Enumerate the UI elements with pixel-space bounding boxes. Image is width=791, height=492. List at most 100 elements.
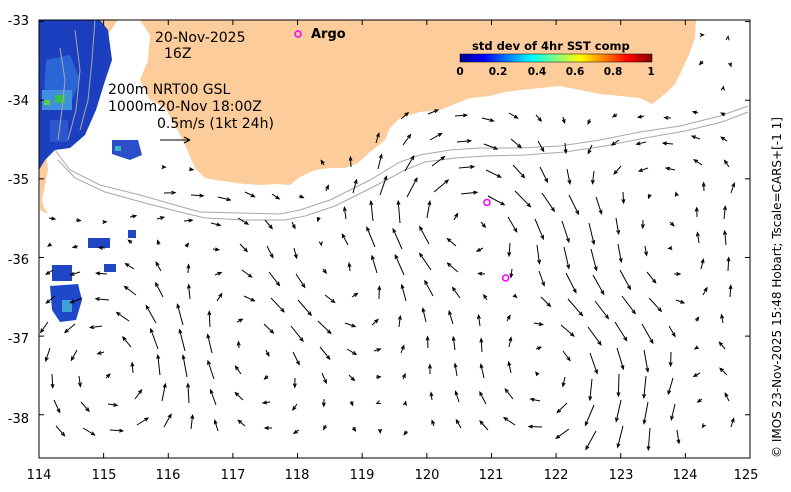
velocity-arrow (480, 221, 487, 229)
velocity-arrow (722, 205, 727, 220)
velocity-arrow (535, 114, 543, 123)
velocity-arrow (48, 216, 57, 221)
velocity-arrow (321, 372, 327, 385)
velocity-arrow (39, 321, 49, 334)
velocity-arrow (403, 430, 408, 436)
velocity-arrow (617, 243, 623, 264)
velocity-arrow (178, 328, 186, 352)
velocity-arrow (535, 346, 543, 351)
velocity-arrow (324, 294, 336, 304)
velocity-arrow (481, 117, 495, 122)
velocity-arrow (458, 164, 476, 169)
velocity-arrow (637, 167, 649, 172)
velocity-arrow (693, 345, 699, 350)
lat-tick-label: -38 (8, 412, 29, 427)
velocity-arrow (615, 399, 622, 423)
velocity-arrow (347, 261, 352, 272)
velocity-arrow (237, 419, 246, 427)
velocity-arrow (234, 391, 244, 401)
lon-tick-label: 124 (673, 468, 698, 483)
lon-tick-label: 116 (156, 468, 181, 483)
velocity-arrow (94, 297, 110, 302)
velocity-arrow (44, 347, 51, 363)
lat-tick-label: -34 (8, 94, 29, 109)
velocity-arrow (295, 273, 306, 289)
velocity-arrow (396, 199, 401, 224)
argo-legend: Argo (294, 27, 346, 42)
velocity-arrow (509, 268, 514, 279)
velocity-arrow (209, 388, 217, 406)
velocity-arrow (95, 271, 108, 276)
velocity-arrow (239, 243, 249, 253)
velocity-arrow (45, 295, 56, 304)
velocity-arrow (163, 413, 172, 428)
velocity-arrow (533, 321, 544, 326)
colorbar-title: std dev of 4hr SST comp (472, 39, 630, 53)
velocity-arrow (667, 377, 674, 396)
velocity-arrow (541, 192, 556, 213)
velocity-arrow (454, 390, 460, 403)
velocity-arrow (475, 247, 484, 252)
velocity-arrow (701, 423, 707, 429)
velocity-arrow (96, 350, 105, 355)
velocity-arrow (342, 205, 347, 220)
lon-tick-label: 119 (350, 468, 375, 483)
velocity-arrow (291, 221, 296, 230)
velocity-arrow (661, 141, 674, 146)
velocity-arrow (237, 217, 250, 225)
velocity-arrow (718, 341, 726, 350)
velocity-arrow (479, 363, 485, 379)
velocity-arrow (371, 318, 379, 326)
scale-arrow (160, 136, 191, 144)
velocity-arrow (446, 262, 459, 273)
velocity-arrow (427, 363, 432, 375)
colorbar-tick: 1 (647, 66, 654, 78)
velocity-arrow (538, 270, 545, 287)
velocity-arrow (619, 269, 632, 291)
velocity-arrow (664, 166, 676, 171)
velocity-arrow (379, 175, 388, 196)
velocity-arrow (402, 400, 407, 406)
velocity-arrow (186, 263, 191, 274)
velocity-arrow (400, 344, 405, 354)
velocity-arrow (595, 196, 603, 216)
velocity-arrow (540, 296, 552, 308)
velocity-arrow (507, 360, 512, 374)
lon-tick-label: 121 (479, 468, 504, 483)
colorbar-tick: 0.2 (489, 66, 508, 78)
velocity-arrow (453, 362, 458, 377)
velocity-arrow (527, 424, 543, 429)
velocity-arrow (344, 322, 357, 328)
velocity-arrow (455, 418, 462, 429)
velocity-arrow (351, 426, 357, 432)
velocity-arrow (728, 62, 732, 68)
velocity-arrow (695, 231, 700, 244)
velocity-arrow (507, 242, 512, 258)
velocity-arrow (261, 400, 271, 405)
velocity-arrow (210, 222, 222, 227)
velocity-arrow (316, 216, 321, 223)
velocity-arrow (594, 300, 610, 320)
velocity-arrow (400, 111, 410, 120)
velocity-arrow (725, 35, 730, 41)
velocity-arrow (483, 293, 488, 301)
velocity-arrow (429, 391, 434, 401)
velocity-arrow (419, 225, 430, 245)
velocity-arrow (107, 402, 119, 407)
velocity-arrow (236, 340, 241, 349)
velocity-arrow (676, 429, 681, 445)
velocity-arrow (400, 283, 407, 302)
velocity-arrow (616, 347, 625, 371)
velocity-arrow (567, 298, 584, 317)
argo-float-marker (501, 274, 510, 282)
velocity-arrow (213, 419, 219, 432)
velocity-arrow (102, 220, 108, 225)
velocity-arrow (726, 256, 731, 272)
plot-frame (38, 19, 751, 459)
velocity-arrow (479, 390, 487, 405)
velocity-arrow (186, 382, 191, 404)
velocity-arrow (613, 165, 622, 175)
velocity-arrow (266, 245, 274, 259)
colorbar: std dev of 4hr SST comp 0 0.2 0.4 0.6 0.… (456, 39, 654, 78)
